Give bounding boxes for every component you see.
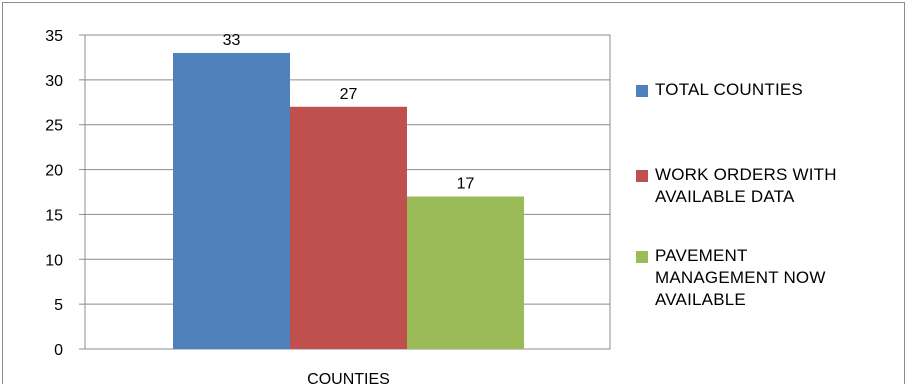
y-tick-label-0: 0	[54, 342, 63, 359]
legend-label-pavement-management: PAVEMENT MANAGEMENT NOW AVAILABLE	[655, 246, 826, 309]
bar-series-1	[173, 52, 290, 349]
y-tick-label-5: 5	[54, 297, 63, 314]
legend-item-total-counties: TOTAL COUNTIES	[636, 79, 895, 101]
y-tick-label-25: 25	[45, 118, 63, 135]
legend-swatch-pavement-management	[636, 251, 648, 263]
legend-swatch-total-counties	[636, 85, 648, 97]
legend-label-work-orders: WORK ORDERS WITH AVAILABLE DATA	[655, 165, 837, 206]
legend-item-pavement-management: PAVEMENT MANAGEMENT NOW AVAILABLE	[636, 245, 895, 311]
data-label-series-2: 27	[340, 86, 358, 103]
y-tick-label-15: 15	[45, 207, 63, 224]
y-tick-label-35: 35	[45, 28, 63, 45]
y-tick-label-20: 20	[45, 163, 63, 180]
legend-swatch-work-orders	[636, 170, 648, 182]
data-label-series-1: 33	[223, 32, 241, 49]
y-tick-label-30: 30	[45, 73, 63, 90]
bar-series-3	[407, 196, 524, 349]
y-tick-label-10: 10	[45, 252, 63, 269]
legend-item-work-orders: WORK ORDERS WITH AVAILABLE DATA	[636, 164, 895, 208]
x-category-label: COUNTIES	[307, 371, 390, 387]
data-label-series-3: 17	[457, 175, 475, 192]
legend-label-total-counties: TOTAL COUNTIES	[655, 80, 803, 99]
bar-series-2	[290, 106, 407, 350]
